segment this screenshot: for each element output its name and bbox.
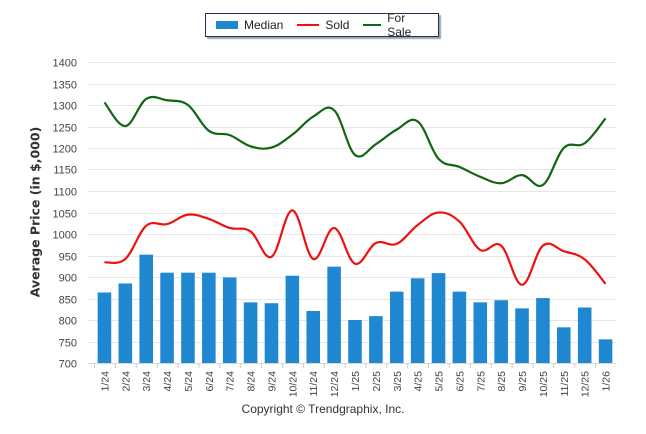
x-tick-label: 10/25 (538, 371, 550, 397)
x-tick-label: 1/26 (601, 371, 613, 392)
y-tick-label: 1300 (53, 101, 77, 113)
y-tick-label: 800 (59, 316, 77, 328)
y-tick-label: 1250 (53, 123, 77, 135)
x-tick-label: 12/24 (329, 371, 341, 397)
legend-label-sold: Sold (325, 18, 350, 32)
median-bar[interactable] (515, 308, 529, 363)
median-bar[interactable] (494, 300, 508, 363)
x-tick-label: 6/25 (454, 371, 466, 392)
y-tick-label: 750 (59, 338, 77, 350)
median-bar[interactable] (473, 302, 488, 363)
x-tick-label: 5/25 (434, 371, 446, 392)
x-tick-label: 9/24 (266, 371, 278, 392)
median-bar[interactable] (327, 266, 341, 363)
y-tick-label: 1100 (53, 187, 77, 199)
copyright-footer: Copyright © Trendgraphix, Inc. (241, 402, 405, 416)
y-tick-label: 950 (59, 252, 77, 264)
x-tick-labels: 1/24 2/24 3/24 4/24 5/24 6/24 7/24 8/24 9/24 10/2… (94, 363, 613, 397)
x-tick-label: 1/25 (350, 371, 362, 392)
x-tick-label: 11/24 (308, 371, 320, 397)
y-tick-label: 1400 (53, 58, 77, 70)
x-tick-label: 5/24 (183, 371, 195, 392)
x-tick-label: 7/25 (475, 371, 487, 392)
median-bar[interactable] (181, 272, 195, 363)
median-bar[interactable] (139, 254, 153, 363)
x-tick-label: 4/24 (162, 371, 174, 392)
median-swatch (216, 21, 238, 29)
x-tick-label: 8/24 (246, 371, 258, 392)
y-tick-label: 1050 (53, 209, 77, 221)
median-bar[interactable] (306, 310, 321, 363)
x-tick-label: 10/24 (287, 371, 299, 397)
x-tick-label: 6/24 (204, 371, 216, 392)
median-bar[interactable] (369, 316, 383, 363)
y-tick-label: 900 (59, 273, 77, 285)
legend-label-for-sale: For Sale (387, 11, 412, 39)
y-tick-labels: 700 750 800 850 900 950 1000 1050 1100 1150 1200 12… (53, 58, 77, 371)
median-bar[interactable] (389, 291, 404, 363)
x-tick-label: 3/24 (141, 371, 153, 392)
median-bar[interactable] (97, 292, 112, 363)
median-bar[interactable] (118, 283, 133, 363)
x-tick-label: 12/25 (580, 371, 592, 397)
legend-label-median: Median (244, 18, 284, 32)
x-tick-label: 2/25 (371, 371, 383, 392)
x-tick-label: 11/25 (559, 371, 571, 397)
for-sale-swatch (363, 24, 382, 26)
median-bar[interactable] (160, 272, 174, 363)
series-lines (103, 95, 607, 286)
legend-item-median[interactable]: Median (216, 18, 283, 32)
median-bar[interactable] (243, 302, 258, 363)
x-tick-label: 1/24 (99, 371, 111, 392)
median-bar[interactable] (431, 273, 446, 363)
x-tick-label: 3/25 (392, 371, 404, 392)
sold-line[interactable] (104, 209, 607, 286)
y-axis-title: Average Price (in $,000) (27, 126, 43, 298)
median-bar[interactable] (264, 303, 279, 363)
y-tick-label: 1000 (53, 230, 77, 242)
y-tick-label: 850 (59, 295, 77, 307)
median-bar[interactable] (598, 339, 613, 363)
x-tick-label: 8/25 (496, 371, 508, 392)
median-bar[interactable] (410, 278, 425, 363)
median-bar[interactable] (222, 277, 237, 363)
y-tick-label: 1200 (53, 144, 77, 156)
y-tick-label: 1150 (53, 165, 77, 177)
x-tick-label: 2/24 (120, 371, 132, 392)
median-bar[interactable] (285, 275, 300, 363)
legend-item-sold[interactable]: Sold (297, 18, 349, 32)
legend: Median Sold For Sale (205, 11, 439, 39)
median-bar[interactable] (557, 327, 571, 363)
legend-item-for-sale[interactable]: For Sale (363, 11, 424, 39)
median-bar[interactable] (536, 298, 550, 363)
for-sale-line[interactable] (103, 95, 607, 188)
x-tick-label: 9/25 (517, 371, 529, 392)
y-tick-label: 700 (59, 359, 77, 371)
y-tick-label: 1350 (53, 80, 77, 92)
median-bar[interactable] (452, 291, 467, 363)
x-tick-label: 4/25 (413, 371, 425, 392)
median-bar[interactable] (202, 272, 216, 363)
gridlines (88, 62, 616, 364)
x-tick-label: 7/24 (225, 371, 237, 392)
median-bars (97, 254, 613, 363)
median-bar[interactable] (577, 307, 592, 363)
median-bar[interactable] (348, 320, 362, 363)
sold-swatch (297, 24, 320, 26)
